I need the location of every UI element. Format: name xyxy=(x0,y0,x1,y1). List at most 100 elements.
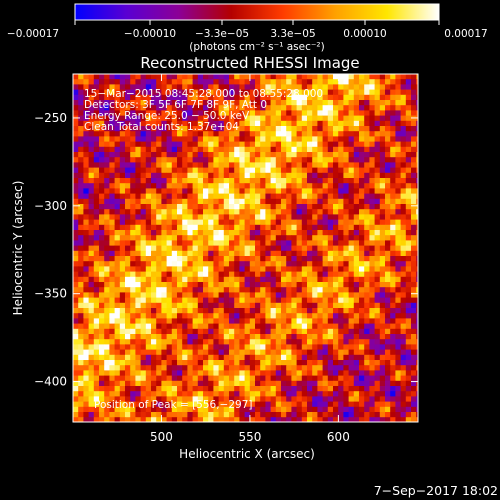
heatmap-cell xyxy=(255,230,261,236)
heatmap-cell xyxy=(338,292,344,298)
heatmap-cell xyxy=(395,204,401,210)
heatmap-cell xyxy=(156,100,162,106)
heatmap-cell xyxy=(229,157,235,163)
heatmap-cell xyxy=(275,360,282,366)
heatmap-cell xyxy=(156,287,162,293)
heatmap-cell xyxy=(218,349,225,356)
heatmap-cell xyxy=(119,349,126,356)
heatmap-cell xyxy=(88,167,95,174)
heatmap-cell xyxy=(296,219,303,226)
heatmap-cell xyxy=(192,396,199,402)
heatmap-cell xyxy=(301,370,308,376)
heatmap-cell xyxy=(265,318,271,324)
heatmap-cell xyxy=(343,141,349,148)
heatmap-cell xyxy=(109,271,115,278)
heatmap-cell xyxy=(260,94,266,101)
heatmap-cell xyxy=(166,412,173,418)
heatmap-cell xyxy=(411,287,417,293)
heatmap-cell xyxy=(265,308,271,314)
heatmap-cell xyxy=(119,339,126,345)
heatmap-cell xyxy=(296,334,303,340)
heatmap-cell xyxy=(192,193,199,200)
heatmap-cell xyxy=(291,344,297,350)
heatmap-cell xyxy=(218,360,225,366)
colorbar-unit-label: (photons cm⁻² s⁻¹ asec⁻²) xyxy=(189,41,324,53)
heatmap-cell xyxy=(270,313,277,319)
heatmap-cell xyxy=(192,209,199,215)
heatmap-cell xyxy=(223,110,230,116)
heatmap-cell xyxy=(171,271,178,278)
heatmap-cell xyxy=(223,157,230,163)
heatmap-cell xyxy=(114,152,121,158)
heatmap-cell xyxy=(348,328,355,335)
heatmap-cell xyxy=(223,297,230,304)
heatmap-cell xyxy=(327,401,334,408)
heatmap-cell xyxy=(93,282,100,288)
heatmap-cell xyxy=(119,282,126,288)
heatmap-cell xyxy=(291,167,297,174)
heatmap-cell xyxy=(379,120,386,127)
heatmap-cell xyxy=(364,282,370,288)
heatmap-cell xyxy=(322,354,329,361)
heatmap-cell xyxy=(296,380,303,387)
heatmap-cell xyxy=(270,152,277,158)
heatmap-cell xyxy=(78,401,84,408)
heatmap-cell xyxy=(244,354,251,361)
heatmap-cell xyxy=(307,354,313,361)
heatmap-cell xyxy=(93,131,100,137)
heatmap-cell xyxy=(239,261,245,267)
heatmap-cell xyxy=(99,115,105,122)
heatmap-cell xyxy=(78,396,84,402)
heatmap-cell xyxy=(369,146,375,153)
heatmap-cell xyxy=(151,235,157,241)
heatmap-cell xyxy=(322,136,329,142)
heatmap-cell xyxy=(83,375,89,382)
heatmap-cell xyxy=(291,328,297,335)
heatmap-cell xyxy=(229,120,235,127)
heatmap-cell xyxy=(197,219,204,226)
heatmap-cell xyxy=(379,131,386,137)
heatmap-cell xyxy=(130,276,136,283)
heatmap-cell xyxy=(99,167,105,174)
heatmap-cell xyxy=(353,349,360,356)
heatmap-cell xyxy=(156,152,162,158)
heatmap-cell xyxy=(296,115,303,122)
heatmap-cell xyxy=(286,261,292,267)
heatmap-cell xyxy=(119,360,126,366)
heatmap-cell xyxy=(239,282,245,288)
heatmap-cell xyxy=(151,120,157,127)
heatmap-cell xyxy=(239,308,245,314)
heatmap-cell xyxy=(239,271,245,278)
heatmap-cell xyxy=(73,349,79,356)
heatmap-cell xyxy=(260,89,266,96)
heatmap-cell xyxy=(400,287,407,293)
heatmap-cell xyxy=(385,391,391,397)
heatmap-cell xyxy=(301,396,308,402)
heatmap-cell xyxy=(213,360,219,366)
heatmap-cell xyxy=(161,344,167,350)
heatmap-cell xyxy=(197,167,204,174)
heatmap-cell xyxy=(348,120,355,127)
heatmap-cell xyxy=(182,412,188,418)
plot-frame xyxy=(72,73,419,423)
heatmap-cell xyxy=(327,235,334,241)
heatmap-cell xyxy=(327,412,334,418)
heatmap-cell xyxy=(145,79,152,85)
heatmap-cell xyxy=(125,136,131,142)
heatmap-cell xyxy=(296,105,303,111)
heatmap-cell xyxy=(275,287,282,293)
heatmap-cell xyxy=(187,302,193,309)
heatmap-cell xyxy=(343,110,349,116)
heatmap-cell xyxy=(385,105,391,111)
heatmap-cell xyxy=(239,146,245,153)
heatmap-cell xyxy=(411,74,417,80)
heatmap-cell xyxy=(296,136,303,142)
heatmap-cell xyxy=(374,224,381,231)
heatmap-cell xyxy=(385,380,391,387)
heatmap-cell xyxy=(265,94,271,101)
heatmap-cell xyxy=(260,380,266,387)
heatmap-cell xyxy=(343,375,349,382)
heatmap-cell xyxy=(83,100,89,106)
heatmap-cell xyxy=(109,344,115,350)
heatmap-cell xyxy=(411,339,417,345)
